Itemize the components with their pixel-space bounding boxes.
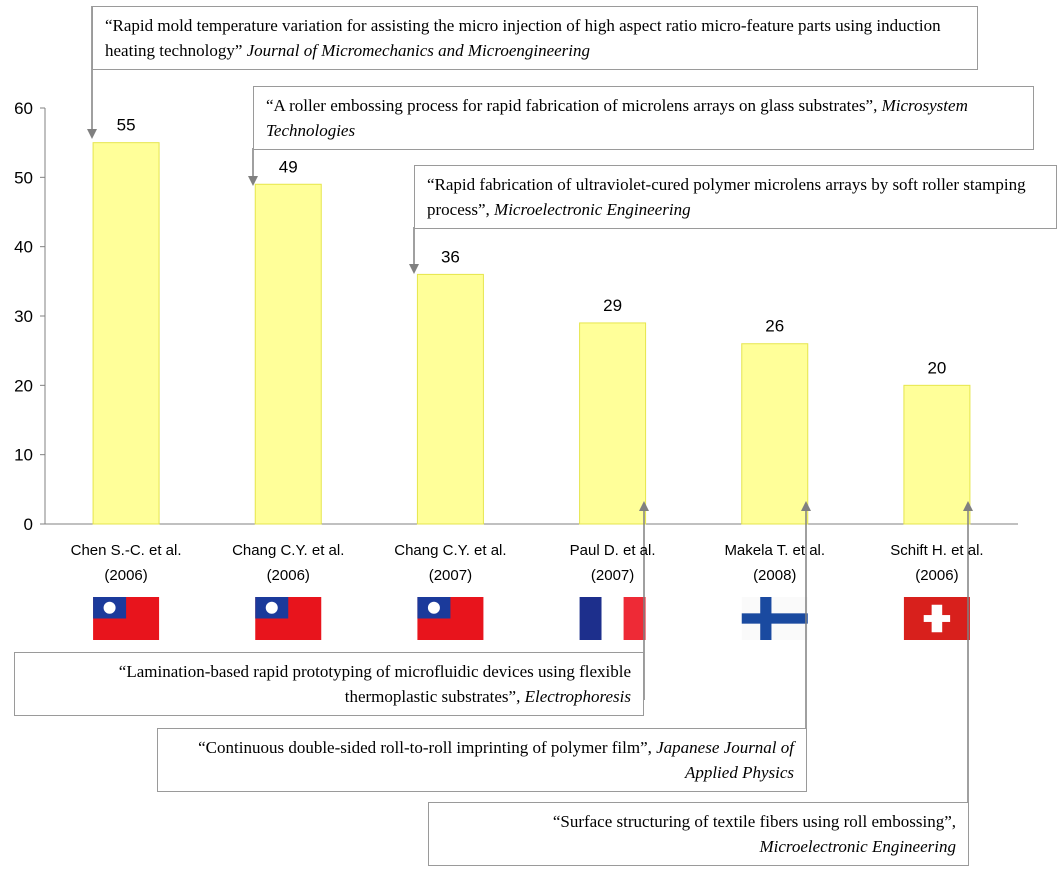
value-label: 36 bbox=[441, 247, 460, 266]
x-tick-label: Paul D. et al.(2007) bbox=[569, 542, 656, 584]
x-tick-label: Schift H. et al.(2006) bbox=[890, 542, 984, 584]
value-label: 49 bbox=[279, 157, 298, 176]
annotation: “Continuous double-sided roll-to-roll im… bbox=[157, 728, 807, 792]
flag bbox=[741, 597, 808, 640]
annotation-text: “A roller embossing process for rapid fa… bbox=[266, 96, 878, 115]
y-tick-label: 10 bbox=[14, 446, 33, 465]
annotation: “Rapid fabrication of ultraviolet-cured … bbox=[414, 165, 1057, 229]
y-tick-label: 60 bbox=[14, 99, 33, 118]
annotation-source: Japanese Journal of Applied Physics bbox=[656, 738, 794, 782]
flag bbox=[255, 597, 322, 640]
annotation-source: Journal of Micromechanics and Microengin… bbox=[246, 41, 591, 60]
flag-stripe bbox=[623, 597, 646, 640]
y-tick-label: 0 bbox=[24, 515, 33, 534]
flag-sun bbox=[103, 601, 116, 614]
annotation-text: “Rapid fabrication of ultraviolet-cured … bbox=[427, 175, 1026, 219]
flag bbox=[417, 597, 484, 640]
value-label: 55 bbox=[117, 116, 136, 135]
y-tick-label: 20 bbox=[14, 376, 33, 395]
annotation-text: “Lamination-based rapid prototyping of m… bbox=[118, 662, 631, 706]
annotation: “Lamination-based rapid prototyping of m… bbox=[14, 652, 644, 716]
bar bbox=[741, 343, 809, 525]
annotation-source: Microelectronic Engineering bbox=[494, 200, 691, 219]
x-tick-label: Chen S.-C. et al.(2006) bbox=[70, 542, 182, 584]
value-label: 29 bbox=[603, 296, 622, 315]
flag-stripe bbox=[601, 597, 624, 640]
annotation-text: “Surface structuring of textile fibers u… bbox=[552, 812, 956, 831]
flag-cross-v bbox=[931, 604, 943, 633]
bar bbox=[92, 142, 160, 525]
x-tick-label: Makela T. et al.(2008) bbox=[724, 542, 826, 584]
annotation: “Rapid mold temperature variation for as… bbox=[92, 6, 978, 70]
bar bbox=[254, 183, 322, 525]
flag bbox=[903, 597, 970, 640]
value-label: 20 bbox=[927, 358, 946, 377]
annotation: “A roller embossing process for rapid fa… bbox=[253, 86, 1034, 150]
annotation-source: Microelectronic Engineering bbox=[759, 837, 956, 856]
flag-sun bbox=[265, 601, 278, 614]
y-tick-label: 30 bbox=[14, 307, 33, 326]
flag-cross-h bbox=[741, 613, 808, 624]
x-tick-label: Chang C.Y. et al.(2006) bbox=[232, 542, 345, 584]
flag-cross-v bbox=[760, 597, 772, 640]
y-tick-label: 50 bbox=[14, 168, 33, 187]
flag bbox=[579, 597, 646, 640]
flag-sun bbox=[427, 601, 440, 614]
annotation-source: Electrophoresis bbox=[524, 687, 631, 706]
y-tick-label: 40 bbox=[14, 238, 33, 257]
x-tick-label: Chang C.Y. et al.(2007) bbox=[394, 542, 507, 584]
annotation-text: “Rapid mold temperature variation for as… bbox=[105, 16, 941, 60]
bar bbox=[416, 273, 484, 525]
annotation-text: “Continuous double-sided roll-to-roll im… bbox=[198, 738, 652, 757]
flag bbox=[93, 597, 160, 640]
value-label: 26 bbox=[765, 317, 784, 336]
bar bbox=[903, 384, 971, 525]
bar bbox=[579, 322, 647, 525]
annotation-source: Microsystem Technologies bbox=[266, 96, 968, 140]
annotation: “Surface structuring of textile fibers u… bbox=[428, 802, 969, 866]
flag-stripe bbox=[579, 597, 602, 640]
